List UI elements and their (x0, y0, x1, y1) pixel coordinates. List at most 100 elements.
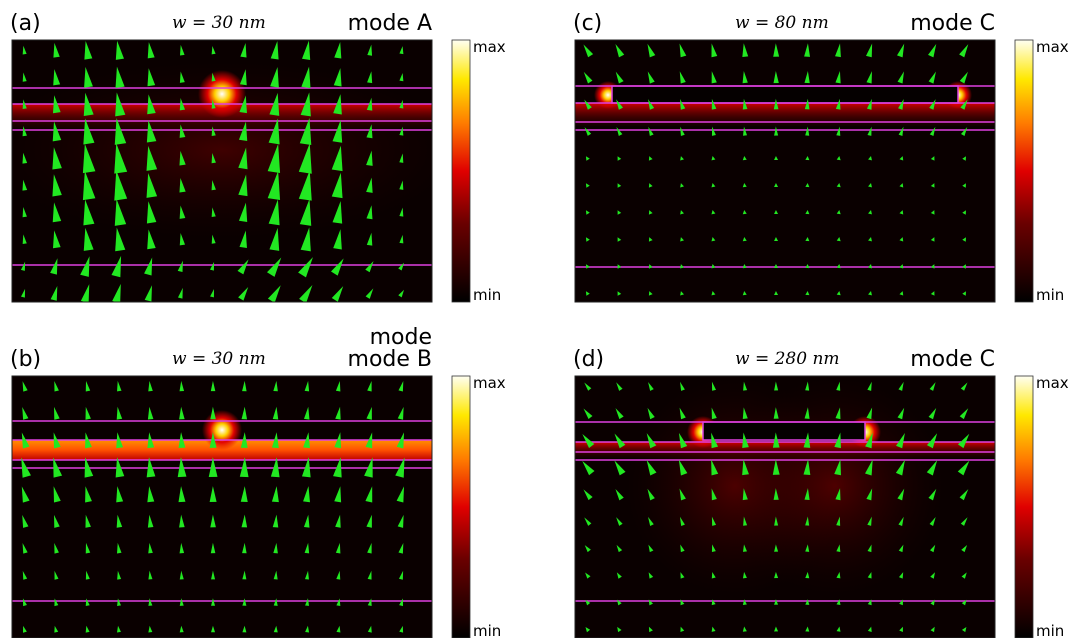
field-arrow (774, 599, 779, 605)
field-arrow (743, 544, 747, 552)
field-arrow (959, 71, 968, 84)
field-arrow (211, 570, 216, 580)
field-arrow (679, 516, 685, 526)
field-arrow (867, 544, 872, 553)
field-arrow (962, 156, 966, 161)
field-arrow (273, 542, 278, 554)
field-arrow (836, 264, 841, 269)
field-arrow (332, 120, 343, 143)
field-arrow (614, 433, 626, 449)
field-arrow (648, 516, 654, 526)
field-arrow (114, 199, 127, 226)
field-arrow (179, 177, 186, 193)
field-arrow (926, 433, 938, 449)
field-arrow (648, 99, 655, 110)
field-arrow (240, 486, 248, 503)
field-arrow (648, 183, 653, 188)
field-arrow (774, 626, 779, 632)
field-arrow (930, 599, 935, 606)
field-arrow (50, 258, 58, 275)
field-arrow (647, 43, 656, 58)
field-arrow (365, 261, 374, 273)
field-arrow (367, 570, 372, 580)
field-arrow (336, 570, 341, 580)
field-arrow (52, 230, 61, 249)
field-arrow (835, 43, 841, 58)
field-arrow (148, 625, 153, 633)
field-arrow (367, 44, 373, 56)
field-arrow (179, 205, 186, 219)
field-arrow (299, 198, 312, 226)
field-arrow (330, 258, 344, 276)
field-arrow (335, 514, 341, 528)
field-arrow (211, 180, 216, 191)
field-arrow (774, 571, 779, 579)
field-arrow (331, 286, 344, 302)
field-arrow (867, 626, 872, 632)
field-arrow (866, 407, 873, 420)
field-arrow (929, 544, 936, 553)
field-arrow (331, 172, 343, 199)
panel: (c) w = 80 nm mode C max min (573, 11, 1069, 304)
field-arrow (742, 432, 749, 448)
field-arrow (53, 457, 63, 478)
field-arrow (898, 381, 904, 391)
field-arrow (146, 172, 158, 198)
field-arrow (711, 599, 716, 606)
plot-frame (11, 39, 433, 303)
field-arrow (648, 572, 654, 579)
field-arrow (804, 43, 811, 57)
field-arrow (711, 488, 717, 501)
field-arrow (21, 432, 30, 449)
field-arrow (930, 210, 935, 215)
field-arrow (961, 599, 967, 606)
field-arrow (897, 488, 905, 501)
field-arrow (867, 126, 872, 136)
field-arrow (179, 406, 185, 420)
field-arrow (961, 626, 967, 633)
field-arrow (774, 237, 779, 242)
field-arrow (898, 99, 904, 110)
field-arrow (273, 570, 278, 580)
field-arrow (208, 457, 218, 477)
field-arrow (147, 514, 154, 528)
field-arrow (298, 143, 312, 174)
field-arrow (239, 457, 249, 478)
field-arrow (584, 127, 592, 136)
field-arrow (804, 407, 810, 419)
field-arrow (147, 432, 155, 449)
field-arrow (178, 486, 186, 503)
field-arrow (926, 460, 938, 476)
field-arrow (267, 285, 281, 302)
field-arrow (585, 599, 591, 606)
field-arrow (899, 156, 904, 161)
field-arrow (211, 126, 216, 136)
field-arrow (584, 382, 592, 391)
field-arrow (398, 289, 405, 298)
field-arrow (366, 124, 373, 139)
panel: (d) w = 280 nm mode C max min (573, 347, 1069, 638)
field-arrow (680, 264, 684, 269)
field-arrow (742, 599, 747, 605)
field-arrow (21, 288, 26, 298)
field-arrow (116, 486, 124, 503)
field-arrow (211, 625, 216, 633)
strip (702, 421, 866, 441)
field-arrow (711, 407, 717, 420)
colorbar-max: max (1036, 38, 1069, 56)
field-arrow (53, 69, 61, 86)
field-arrow (116, 432, 124, 449)
field-arrow (835, 407, 841, 420)
field-arrow (399, 234, 404, 244)
field-arrow (147, 406, 154, 420)
field-arrow (711, 71, 717, 84)
field-arrow (585, 183, 590, 188)
field-arrow (399, 625, 404, 633)
field-arrow (83, 92, 94, 116)
field-arrow (241, 514, 248, 528)
field-arrow (614, 460, 626, 476)
field-arrow (367, 380, 372, 392)
field-arrow (366, 177, 373, 193)
field-arrow (365, 486, 373, 503)
